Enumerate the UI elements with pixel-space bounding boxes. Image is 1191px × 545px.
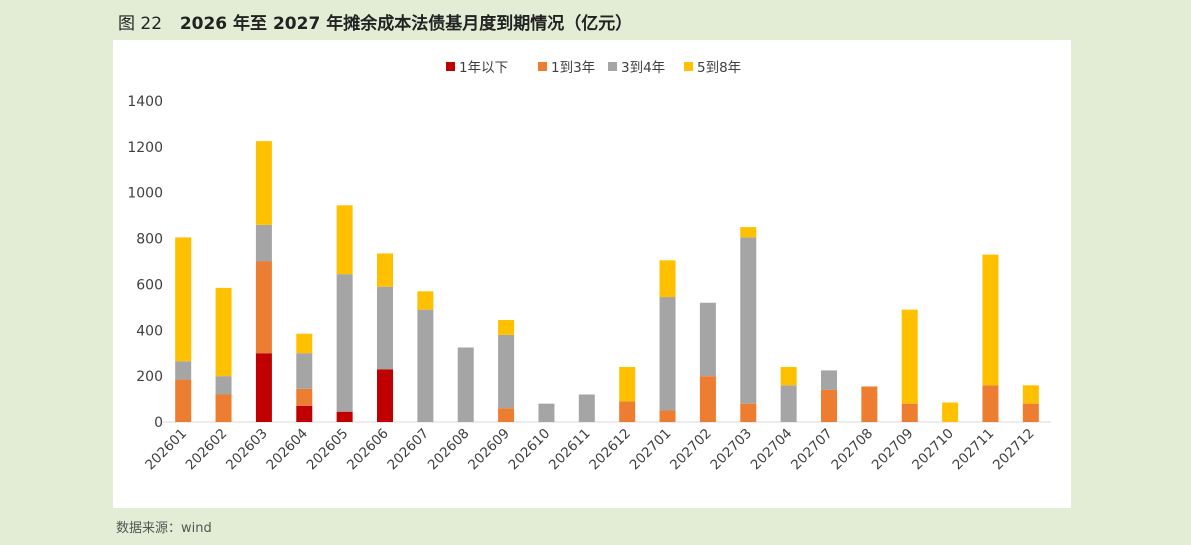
bar-segment	[255, 261, 272, 354]
x-tick-label: 202601	[142, 426, 190, 474]
bar-segment	[417, 309, 434, 422]
bar-segment	[255, 224, 272, 262]
bar-segment	[659, 297, 676, 411]
x-tick-label: 202608	[425, 426, 473, 474]
y-tick-label: 400	[136, 323, 163, 339]
bar-segment	[215, 376, 232, 395]
bar-segment	[336, 205, 353, 275]
bar-segment	[659, 260, 676, 298]
chart-panel: 0 200 400 600 800 1000 1200 1400 202601 202602 202…	[113, 40, 1071, 508]
bar-segment	[699, 376, 716, 422]
bar-segment	[1022, 385, 1039, 404]
x-tick-label: 202607	[384, 426, 432, 474]
x-tick-label: 202610	[506, 426, 554, 474]
bar-segment	[982, 385, 999, 422]
bar-segment	[901, 309, 918, 404]
x-tick-label: 202711	[950, 426, 998, 474]
bar-segment	[296, 353, 313, 389]
source-note: 数据来源：wind	[116, 521, 212, 536]
bar-segment	[619, 401, 636, 422]
bar-segment	[821, 370, 837, 390]
x-tick-label: 202707	[788, 426, 836, 474]
x-tick-label: 202710	[909, 426, 957, 474]
legend-label: 3到4年	[621, 60, 665, 76]
bar-segment	[255, 353, 272, 422]
bar-segment	[296, 388, 313, 406]
y-tick-label: 1400	[127, 94, 163, 110]
bar-segment	[740, 403, 757, 422]
bar-segment	[578, 394, 595, 422]
legend-swatch	[446, 62, 455, 71]
x-tick-label: 202603	[223, 426, 271, 474]
bar-segment	[498, 319, 515, 335]
y-tick-label: 1200	[127, 140, 163, 156]
bar-segment	[498, 334, 515, 409]
x-tick-label: 202606	[344, 426, 392, 474]
legend-swatch	[538, 62, 547, 71]
bar-segment	[619, 366, 636, 402]
x-tick-label: 202609	[465, 426, 513, 474]
bar-segment	[740, 227, 757, 238]
bar-segment	[740, 237, 757, 404]
x-tick-label: 202704	[748, 426, 796, 474]
x-tick-label: 202708	[828, 426, 876, 474]
bar-segment	[377, 286, 393, 370]
x-tick-label: 202701	[627, 426, 675, 474]
bar-segment	[780, 366, 797, 386]
bar-segment	[215, 394, 232, 422]
y-tick-label: 800	[136, 232, 163, 248]
bar-segment	[215, 287, 232, 377]
bar-segment	[175, 361, 192, 380]
bar-segment	[336, 411, 353, 422]
x-tick-label: 202702	[667, 426, 715, 474]
bar-segment	[175, 379, 192, 422]
bar-segment	[377, 253, 393, 287]
bar-segment	[417, 291, 434, 310]
bar-segment	[296, 405, 313, 422]
y-tick-label: 600	[136, 277, 163, 293]
figure-title: 图 22 2026 年至 2027 年摊余成本法债基月度到期情况（亿元）	[118, 9, 632, 34]
x-tick-label: 202602	[183, 426, 231, 474]
bar-segment	[821, 389, 837, 422]
legend-label: 1到3年	[551, 60, 595, 76]
bar-segment	[901, 403, 918, 422]
figure-label: 图 22	[118, 14, 163, 34]
bar-segment	[1022, 403, 1039, 422]
bar-segment	[699, 302, 716, 377]
stacked-bar-chart: 0200400600800100012001400202601202602202…	[127, 60, 1051, 474]
bar-segment	[659, 410, 676, 422]
x-tick-label: 202712	[990, 426, 1038, 474]
legend-swatch	[608, 62, 617, 71]
bar-segment	[538, 403, 555, 422]
bar-segment	[336, 274, 353, 412]
y-tick-label: 200	[136, 369, 163, 385]
x-tick-label: 202709	[869, 426, 917, 474]
x-tick-label: 202604	[263, 426, 311, 474]
bar-segment	[296, 333, 313, 354]
legend-swatch	[684, 62, 693, 71]
bar-segment	[780, 385, 797, 422]
bar-segment	[982, 254, 999, 386]
y-tick-label: 1000	[127, 186, 163, 202]
x-tick-label: 202703	[707, 426, 755, 474]
x-tick-label: 202605	[304, 426, 352, 474]
legend-label: 1年以下	[459, 60, 508, 76]
bar-segment	[457, 347, 474, 422]
y-tick-label: 0	[154, 415, 163, 431]
bar-segment	[942, 402, 959, 422]
bar-segment	[498, 408, 515, 422]
x-tick-label: 202612	[586, 426, 634, 474]
x-tick-label: 202611	[546, 426, 594, 474]
bar-segment	[377, 369, 393, 422]
bar-segment	[255, 141, 272, 225]
figure-title-text: 2026 年至 2027 年摊余成本法债基月度到期情况（亿元）	[179, 14, 633, 34]
bar-segment	[175, 237, 192, 362]
bar-segment	[861, 386, 878, 422]
legend-label: 5到8年	[697, 60, 741, 76]
